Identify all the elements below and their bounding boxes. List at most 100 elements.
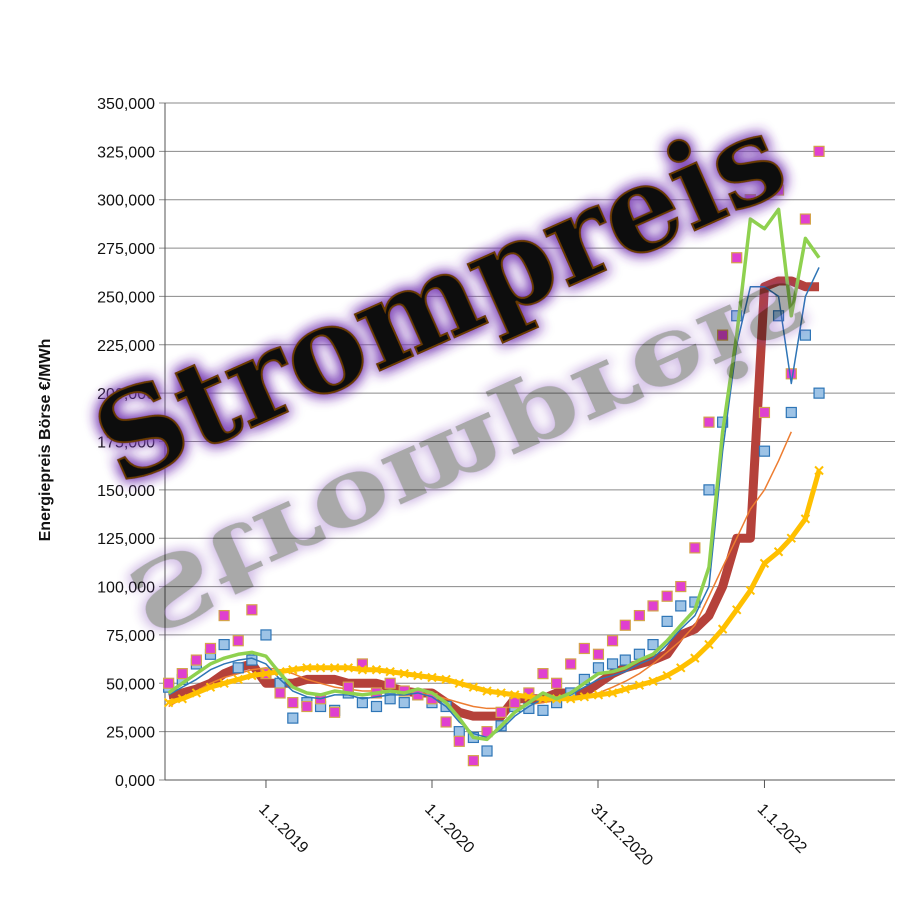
- data-point: [191, 688, 202, 698]
- series-line: [168, 431, 792, 710]
- data-point: [759, 558, 770, 569]
- data-point: [342, 681, 354, 693]
- data-point: [619, 619, 631, 631]
- data-point: [579, 692, 590, 702]
- data-point: [176, 668, 188, 680]
- data-point: [453, 726, 465, 738]
- data-point: [745, 585, 756, 596]
- data-point: [440, 716, 452, 728]
- data-point: [190, 654, 202, 666]
- data-point: [261, 668, 271, 679]
- data-point: [441, 674, 451, 685]
- data-point: [690, 653, 700, 663]
- data-point: [370, 700, 383, 713]
- data-point: [398, 697, 410, 709]
- y-tick-label: 75,000: [106, 628, 155, 645]
- y-tick-label: 250,000: [97, 289, 155, 306]
- data-point: [385, 666, 395, 677]
- data-point: [204, 642, 217, 655]
- data-point: [662, 670, 672, 681]
- data-point: [607, 688, 618, 698]
- y-tick-label: 300,000: [97, 193, 155, 210]
- data-point: [717, 329, 729, 341]
- y-tick-label: 275,000: [97, 241, 155, 258]
- data-point: [648, 676, 658, 687]
- data-point: [163, 697, 174, 708]
- data-point: [633, 609, 645, 622]
- data-point: [357, 665, 368, 675]
- data-point: [371, 665, 382, 675]
- data-point: [177, 694, 187, 704]
- x-tick-label: 1.1.2020: [421, 801, 477, 857]
- data-point: [799, 213, 811, 225]
- data-point: [647, 600, 659, 612]
- data-point: [427, 672, 437, 683]
- data-point: [814, 465, 824, 476]
- data-point: [453, 735, 465, 747]
- data-point: [592, 662, 605, 674]
- plot-area: 0,000 25,000 50,000 75,000 100,000 125,000 150…: [97, 96, 895, 870]
- data-point: [399, 668, 409, 679]
- data-point: [758, 445, 771, 457]
- data-point: [565, 658, 577, 670]
- x-tick-label: 31.12.2020: [587, 801, 656, 870]
- data-point: [287, 697, 299, 709]
- data-point: [800, 514, 811, 524]
- data-point: [634, 680, 645, 690]
- data-point: [246, 604, 258, 616]
- data-point: [260, 629, 272, 641]
- data-point: [481, 745, 493, 757]
- data-point: [274, 687, 286, 699]
- data-point: [315, 663, 326, 673]
- data-point: [593, 690, 604, 700]
- y-tick-label: 350,000: [97, 96, 155, 113]
- y-tick-label: 200,000: [97, 386, 155, 403]
- data-point: [163, 677, 175, 689]
- data-point: [495, 706, 507, 718]
- y-tick-label: 175,000: [97, 435, 155, 452]
- data-point: [551, 677, 563, 689]
- x-tick-label: 1.1.2019: [255, 801, 311, 857]
- x-tick-label: 1.1.2022: [754, 801, 810, 857]
- data-point: [468, 682, 479, 692]
- data-point: [509, 697, 521, 709]
- data-point: [482, 686, 492, 696]
- y-axis-label: Energiepreis Börse €/MWh: [37, 339, 54, 542]
- data-point: [454, 678, 464, 688]
- data-point: [758, 406, 771, 419]
- data-point: [772, 310, 785, 322]
- data-point: [799, 329, 811, 341]
- series-line: [167, 207, 821, 742]
- data-point: [578, 642, 590, 655]
- data-point: [329, 663, 340, 673]
- data-point: [813, 387, 825, 399]
- data-point: [772, 184, 785, 196]
- data-point: [205, 682, 216, 692]
- y-tick-label: 325,000: [97, 144, 155, 161]
- data-point: [620, 684, 630, 694]
- data-point: [732, 605, 742, 615]
- data-point: [384, 693, 396, 705]
- data-point: [619, 654, 631, 666]
- data-point: [537, 668, 549, 680]
- data-point: [744, 194, 756, 206]
- y-tick-label: 25,000: [106, 725, 155, 742]
- data-point: [288, 665, 298, 675]
- data-point: [717, 624, 728, 634]
- data-point: [219, 678, 229, 688]
- data-point: [413, 670, 423, 681]
- data-point: [675, 580, 687, 593]
- data-point: [233, 674, 243, 685]
- data-point: [689, 542, 701, 554]
- data-point: [329, 706, 341, 718]
- data-point: [606, 658, 619, 670]
- data-point: [247, 670, 257, 681]
- data-point: [537, 704, 549, 716]
- data-point: [661, 615, 673, 627]
- data-point: [704, 639, 714, 650]
- data-point: [565, 694, 576, 704]
- y-tick-label: 225,000: [97, 338, 155, 355]
- data-point: [731, 252, 743, 264]
- y-tick-label: 0,000: [115, 773, 155, 790]
- data-point: [302, 663, 312, 673]
